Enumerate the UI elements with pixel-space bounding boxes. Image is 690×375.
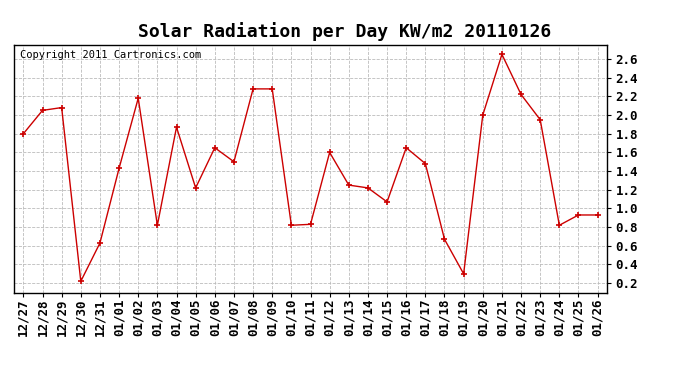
- Text: Solar Radiation per Day KW/m2 20110126: Solar Radiation per Day KW/m2 20110126: [139, 22, 551, 42]
- Text: Copyright 2011 Cartronics.com: Copyright 2011 Cartronics.com: [20, 50, 201, 60]
